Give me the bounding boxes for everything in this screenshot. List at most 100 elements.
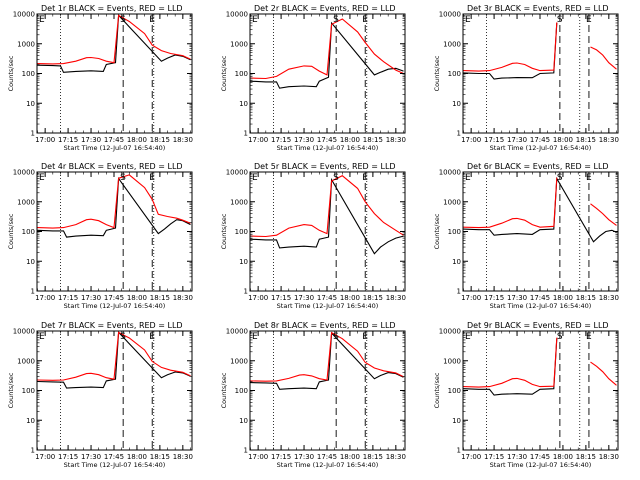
series-events-line xyxy=(463,338,558,396)
x-axis-label: Start Time (12-Jul-07 16:54:40) xyxy=(490,461,592,469)
y-tick-label: 1000 xyxy=(17,357,35,365)
y-tick-label: 1000 xyxy=(443,357,461,365)
marker-label-E: E xyxy=(362,332,368,342)
x-tick-label: 17:15 xyxy=(271,136,291,144)
x-tick-label: 17:15 xyxy=(484,453,504,461)
marker-label-E: E xyxy=(149,173,155,183)
y-tick-label: 1 xyxy=(244,447,248,455)
x-axis-label: Start Time (12-Jul-07 16:54:40) xyxy=(277,302,379,310)
y-tick-label: 100 xyxy=(22,228,35,236)
series-events-line xyxy=(463,22,558,80)
x-tick-label: 17:45 xyxy=(530,136,550,144)
x-tick-label: 18:15 xyxy=(576,136,596,144)
panel-title: Det 6r BLACK = Events, RED = LLD xyxy=(467,162,609,171)
series-lld-line xyxy=(590,361,617,386)
y-tick-label: 10000 xyxy=(226,328,248,336)
x-tick-label: 18:15 xyxy=(150,294,170,302)
panel-title: Det 4r BLACK = Events, RED = LLD xyxy=(41,162,183,171)
x-tick-label: 18:00 xyxy=(553,453,573,461)
panel-title: Det 9r BLACK = Events, RED = LLD xyxy=(467,321,609,330)
series-lld-line xyxy=(37,331,191,381)
x-tick-label: 18:00 xyxy=(127,453,147,461)
panel-6: Det 6r BLACK = Events, RED = LLD S E E 1 10 10… xyxy=(433,162,619,310)
marker-label-S: S xyxy=(333,15,339,25)
x-tick-label: 18:00 xyxy=(553,294,573,302)
x-tick-label: 18:15 xyxy=(363,136,383,144)
marker-label-E: E xyxy=(362,15,368,25)
y-tick-label: 100 xyxy=(448,70,461,78)
marker-label-E-left: E xyxy=(39,332,45,342)
y-axis-label: Counts/sec xyxy=(220,213,228,249)
x-tick-label: 17:00 xyxy=(461,453,481,461)
series-lld-line xyxy=(590,203,617,226)
x-tick-label: 17:30 xyxy=(81,136,101,144)
series-events-line xyxy=(250,331,404,390)
plot-frame xyxy=(462,171,619,292)
marker-label-E-left: E xyxy=(252,15,258,25)
plot-frame xyxy=(36,171,193,292)
x-tick-label: 17:45 xyxy=(530,453,550,461)
marker-label-E-left: E xyxy=(39,173,45,183)
x-axis-label: Start Time (12-Jul-07 16:54:40) xyxy=(64,461,166,469)
y-tick-label: 10 xyxy=(452,100,461,108)
marker-label-E: E xyxy=(586,15,592,25)
y-axis-label: Counts/sec xyxy=(7,213,15,249)
marker-label-S: S xyxy=(120,173,126,183)
marker-label-E: E xyxy=(149,332,155,342)
x-tick-label: 17:30 xyxy=(507,453,527,461)
plot-frame xyxy=(249,330,406,451)
marker-label-S: S xyxy=(333,332,339,342)
x-tick-label: 17:30 xyxy=(294,136,314,144)
y-tick-label: 100 xyxy=(235,70,248,78)
series-events-line xyxy=(37,331,191,389)
series-lld-line xyxy=(37,14,191,65)
x-tick-label: 17:15 xyxy=(58,136,78,144)
series-lld-line xyxy=(590,46,617,70)
y-axis-label: Counts/sec xyxy=(220,55,228,91)
x-tick-label: 17:00 xyxy=(35,136,55,144)
x-tick-label: 17:00 xyxy=(35,453,55,461)
y-tick-label: 10 xyxy=(239,258,248,266)
x-tick-label: 18:15 xyxy=(576,453,596,461)
panel-5: Det 5r BLACK = Events, RED = LLD S E E 1 10 10… xyxy=(220,162,406,310)
x-tick-label: 17:00 xyxy=(248,453,268,461)
marker-label-S: S xyxy=(333,173,339,183)
y-tick-label: 10000 xyxy=(13,328,35,336)
x-tick-label: 17:00 xyxy=(461,136,481,144)
series-lld-line xyxy=(463,22,558,72)
y-tick-label: 10000 xyxy=(439,169,461,177)
panel-9: Det 9r BLACK = Events, RED = LLD S E E 1 10 10… xyxy=(433,321,619,469)
x-tick-label: 18:30 xyxy=(386,136,406,144)
x-axis-label: Start Time (12-Jul-07 16:54:40) xyxy=(277,461,379,469)
x-tick-label: 17:00 xyxy=(461,294,481,302)
y-tick-label: 10000 xyxy=(13,11,35,19)
series-lld-line xyxy=(463,177,558,229)
panel-title: Det 5r BLACK = Events, RED = LLD xyxy=(254,162,396,171)
y-tick-label: 1000 xyxy=(230,40,248,48)
panel-8: Det 8r BLACK = Events, RED = LLD S E E 1 10 10… xyxy=(220,321,406,469)
panel-4: Det 4r BLACK = Events, RED = LLD S E E 1 10 10… xyxy=(7,162,193,310)
x-tick-label: 17:45 xyxy=(317,453,337,461)
marker-label-S: S xyxy=(557,15,563,25)
marker-label-E: E xyxy=(149,15,155,25)
y-tick-label: 10000 xyxy=(439,11,461,19)
x-tick-label: 18:30 xyxy=(599,294,619,302)
x-tick-label: 17:00 xyxy=(248,136,268,144)
y-tick-label: 1 xyxy=(31,447,35,455)
x-tick-label: 18:30 xyxy=(386,294,406,302)
x-tick-label: 18:00 xyxy=(127,136,147,144)
x-tick-label: 18:15 xyxy=(363,294,383,302)
series-lld-line xyxy=(37,174,191,229)
series-lld-line xyxy=(463,337,558,388)
marker-label-E: E xyxy=(362,173,368,183)
series-events-line xyxy=(250,177,404,255)
y-tick-label: 10 xyxy=(239,417,248,425)
panel-title: Det 2r BLACK = Events, RED = LLD xyxy=(254,4,396,13)
y-tick-label: 10000 xyxy=(13,169,35,177)
x-tick-label: 18:00 xyxy=(127,294,147,302)
plot-frame xyxy=(462,330,619,451)
marker-label-S: S xyxy=(120,332,126,342)
x-tick-label: 18:00 xyxy=(340,453,360,461)
y-tick-label: 1 xyxy=(457,447,461,455)
x-tick-label: 18:30 xyxy=(173,294,193,302)
